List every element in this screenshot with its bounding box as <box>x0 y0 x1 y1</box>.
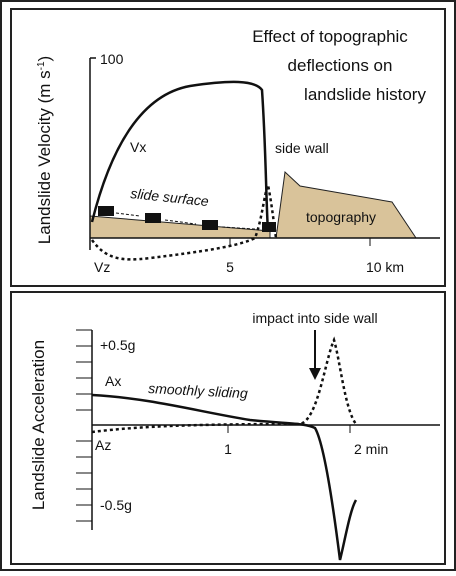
y-ticks <box>76 329 92 522</box>
label: Vz <box>94 259 110 275</box>
x-tick-label: 1 <box>224 441 232 457</box>
slide-blocks <box>98 206 276 232</box>
motion-arrows <box>115 212 256 230</box>
label: side wall <box>275 140 329 156</box>
label: impact into side wall <box>252 310 377 326</box>
label: topography <box>306 209 376 225</box>
y-axis-label: Landslide Acceleration <box>29 340 48 510</box>
title-line: landslide history <box>304 85 426 104</box>
ax-curve <box>91 393 358 561</box>
x-tick-label: 5 <box>226 259 234 275</box>
label: Ax <box>105 373 121 389</box>
block <box>145 213 161 223</box>
az-curve <box>91 336 358 434</box>
block <box>202 220 218 230</box>
title-line: Effect of topographic <box>252 27 408 46</box>
label-text: Landslide Velocity (m s <box>35 70 54 244</box>
block <box>98 206 114 216</box>
label-end: ) <box>35 56 54 62</box>
x-tick-label: 2 min <box>354 441 388 457</box>
y-tick-label: +0.5g <box>100 337 135 353</box>
y-tick-label: -0.5g <box>100 497 132 513</box>
label: smoothly sliding <box>148 380 249 401</box>
label: Vx <box>130 139 146 155</box>
label: Az <box>95 437 111 453</box>
x-tick-label: 10 km <box>366 259 404 275</box>
y-tick-label: 100 <box>100 51 124 67</box>
title-line: deflections on <box>288 56 393 75</box>
top-panel <box>10 8 446 287</box>
block <box>262 222 276 232</box>
vx-curve <box>90 80 270 233</box>
arrow-head <box>309 368 321 380</box>
y-axis-label: Landslide Velocity (m s-1) <box>35 56 54 244</box>
label-exp: -1 <box>36 61 47 70</box>
